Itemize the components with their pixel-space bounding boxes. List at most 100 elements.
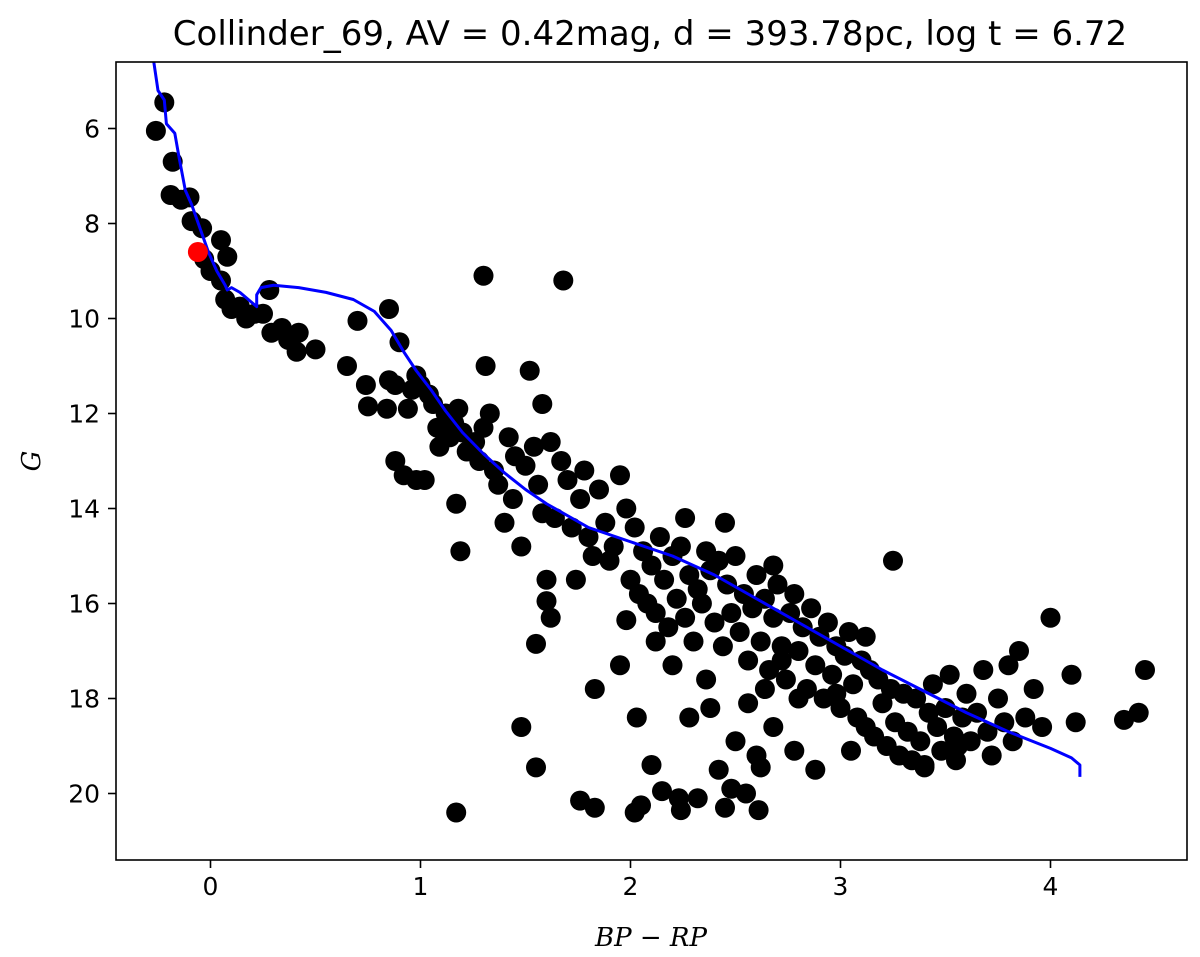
star-point (696, 669, 717, 690)
star-point (754, 588, 775, 609)
star-point (748, 800, 769, 821)
star-point (641, 555, 662, 576)
star-point (610, 655, 630, 676)
star-point (725, 731, 746, 752)
star-point (494, 512, 515, 533)
star-point (624, 517, 645, 538)
star-point (736, 783, 756, 804)
star-point (574, 460, 595, 481)
star-point (603, 536, 624, 557)
x-tick-label: 3 (833, 872, 849, 901)
star-point (523, 436, 544, 457)
star-point (910, 731, 931, 752)
star-point (551, 451, 572, 471)
star-point (729, 622, 750, 642)
star-point (771, 650, 792, 671)
star-point (977, 721, 998, 742)
star-point (488, 474, 509, 495)
star-point (616, 610, 637, 631)
star-point (626, 707, 647, 728)
star-point (838, 622, 859, 642)
star-point (565, 569, 586, 590)
star-point (675, 508, 696, 528)
star-point (641, 755, 662, 775)
star-point (712, 636, 733, 657)
star-point (337, 356, 357, 376)
star-point (784, 584, 805, 604)
star-point (750, 631, 771, 652)
star-point (679, 707, 700, 728)
star-point (914, 757, 935, 778)
star-point (939, 664, 960, 685)
star-point (347, 310, 368, 331)
highlighted-star-point (187, 242, 208, 262)
star-point (906, 688, 927, 709)
star-point (631, 795, 651, 816)
axes-frame (115, 61, 1188, 861)
star-point (582, 546, 603, 566)
star-point (305, 339, 326, 360)
star-point (691, 593, 712, 614)
star-point (288, 322, 309, 343)
star-point (998, 655, 1019, 676)
chart-title: Collinder_69, AV = 0.42mag, d = 393.78pc… (173, 14, 1127, 54)
star-point (446, 802, 467, 823)
star-point (286, 341, 307, 362)
star-point (855, 626, 876, 647)
star-point (670, 800, 691, 821)
star-point (475, 356, 496, 376)
star-point (1009, 641, 1029, 661)
star-point (780, 603, 801, 623)
star-point (960, 731, 981, 752)
x-axis-ticks: 0 1 2 3 4 (203, 860, 1058, 901)
star-point (259, 280, 280, 300)
star-point (675, 607, 696, 628)
star-point (746, 565, 767, 585)
member-stars-series (145, 92, 1155, 823)
star-point (584, 679, 605, 699)
star-point (540, 432, 561, 452)
star-point (988, 688, 1008, 709)
star-point (1061, 664, 1082, 685)
star-point (826, 683, 847, 704)
star-point (652, 781, 672, 802)
y-tick-label: 6 (84, 115, 100, 144)
x-tick-label: 0 (203, 872, 219, 901)
star-point (450, 541, 471, 562)
star-point (956, 683, 977, 704)
star-point (376, 398, 397, 419)
star-point (536, 569, 557, 590)
star-point (446, 493, 467, 514)
y-axis-ticks: 6 8 10 12 14 16 18 20 (68, 115, 116, 809)
star-point (532, 394, 553, 414)
y-tick-label: 14 (68, 495, 100, 524)
star-point (589, 479, 609, 500)
star-point (973, 660, 994, 680)
y-tick-label: 18 (68, 685, 100, 714)
star-point (385, 375, 406, 395)
star-point (771, 636, 792, 657)
star-point (616, 498, 637, 519)
y-tick-label: 16 (68, 590, 100, 619)
star-point (145, 120, 166, 141)
star-point (610, 465, 630, 486)
star-point (788, 688, 809, 709)
star-point (519, 360, 540, 381)
star-point (704, 612, 725, 633)
y-tick-label: 10 (68, 305, 100, 334)
star-point (526, 757, 546, 778)
star-point (578, 527, 599, 547)
star-point (721, 603, 742, 623)
star-point (414, 470, 435, 490)
y-tick-label: 12 (68, 400, 100, 429)
star-point (784, 740, 805, 761)
star-point (700, 698, 721, 718)
star-point (817, 612, 838, 633)
star-point (946, 750, 966, 771)
star-point (217, 246, 238, 267)
star-point (553, 270, 574, 291)
star-point (725, 546, 746, 566)
star-point (253, 303, 273, 324)
star-point (708, 550, 729, 571)
star-point (645, 603, 666, 623)
